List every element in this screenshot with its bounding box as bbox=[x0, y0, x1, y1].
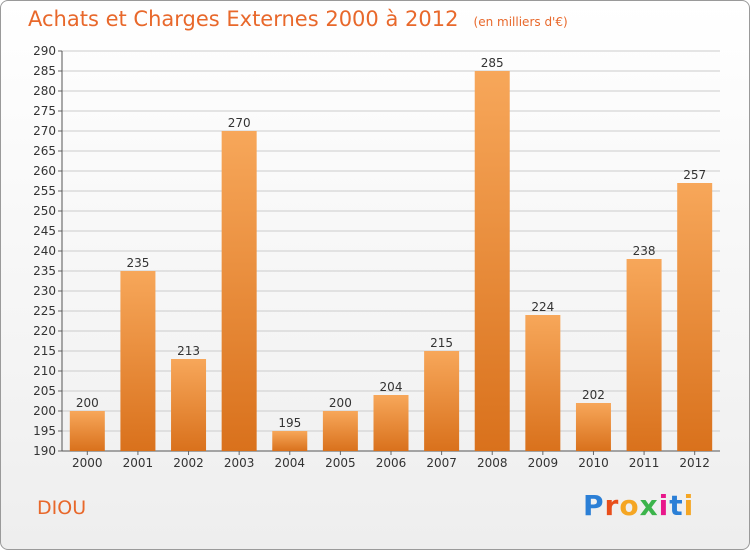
data-label: 235 bbox=[126, 256, 149, 270]
bar bbox=[120, 271, 156, 451]
data-label: 200 bbox=[76, 396, 99, 410]
chart-title: Achats et Charges Externes 2000 à 2012 (… bbox=[28, 7, 568, 31]
logo-letter: o bbox=[619, 489, 640, 522]
x-tick-label: 2011 bbox=[629, 456, 660, 470]
data-label: 204 bbox=[380, 380, 403, 394]
data-label: 224 bbox=[531, 300, 554, 314]
y-tick-label: 190 bbox=[33, 444, 56, 458]
x-tick-label: 2008 bbox=[477, 456, 508, 470]
logo-letter: t bbox=[669, 489, 684, 522]
x-tick-label: 2006 bbox=[376, 456, 407, 470]
y-tick-label: 290 bbox=[33, 44, 56, 58]
y-tick-label: 225 bbox=[33, 304, 56, 318]
y-tick-label: 205 bbox=[33, 384, 56, 398]
data-labels: 200 235 213 270 195 200 204 215 285 224 202 238 257 bbox=[76, 56, 706, 430]
y-tick-label: 250 bbox=[33, 204, 56, 218]
proxiti-logo: Proxiti bbox=[583, 489, 694, 522]
y-tick-label: 245 bbox=[33, 224, 56, 238]
logo-letter: P bbox=[583, 489, 605, 522]
bar bbox=[474, 71, 510, 451]
x-tick-labels: 2000 2001 2002 2003 2004 2005 2006 2007 2008 2009… bbox=[72, 456, 710, 470]
x-tick-label: 2007 bbox=[426, 456, 457, 470]
logo-letter: x bbox=[639, 489, 659, 522]
bar bbox=[373, 395, 409, 451]
x-tick-label: 2004 bbox=[274, 456, 305, 470]
logo-letter: i bbox=[683, 489, 695, 522]
bar bbox=[424, 351, 460, 451]
data-label: 257 bbox=[683, 168, 706, 182]
axes bbox=[58, 50, 720, 455]
data-label: 285 bbox=[481, 56, 504, 70]
y-tick-label: 220 bbox=[33, 324, 56, 338]
y-tick-label: 200 bbox=[33, 404, 56, 418]
data-label: 238 bbox=[633, 244, 656, 258]
data-label: 215 bbox=[430, 336, 453, 350]
logo-letter: i bbox=[658, 489, 670, 522]
y-tick-label: 270 bbox=[33, 124, 56, 138]
bar bbox=[575, 403, 611, 451]
data-label: 195 bbox=[278, 416, 301, 430]
y-tick-label: 265 bbox=[33, 144, 56, 158]
y-tick-label: 260 bbox=[33, 164, 56, 178]
y-tick-label: 280 bbox=[33, 84, 56, 98]
commune-name: DIOU bbox=[37, 497, 87, 519]
y-tick-label: 235 bbox=[33, 264, 56, 278]
bar bbox=[525, 315, 561, 451]
x-tick-label: 2009 bbox=[528, 456, 559, 470]
x-tick-label: 2002 bbox=[173, 456, 204, 470]
y-tick-label: 285 bbox=[33, 64, 56, 78]
chart-unit-label: (en milliers d'€) bbox=[473, 15, 568, 29]
x-tick-label: 2010 bbox=[578, 456, 609, 470]
x-tick-label: 2001 bbox=[123, 456, 154, 470]
y-tick-label: 275 bbox=[33, 104, 56, 118]
y-tick-label: 240 bbox=[33, 244, 56, 258]
y-tick-label: 215 bbox=[33, 344, 56, 358]
bar bbox=[677, 183, 713, 451]
x-tick-label: 2012 bbox=[679, 456, 710, 470]
data-label: 213 bbox=[177, 344, 200, 358]
data-label: 200 bbox=[329, 396, 352, 410]
data-label: 202 bbox=[582, 388, 605, 402]
x-tick-label: 2005 bbox=[325, 456, 356, 470]
bars bbox=[69, 71, 713, 451]
x-tick-label: 2000 bbox=[72, 456, 103, 470]
y-tick-label: 230 bbox=[33, 284, 56, 298]
data-label: 270 bbox=[228, 116, 251, 130]
bar bbox=[322, 411, 358, 451]
bar bbox=[171, 359, 207, 451]
bar bbox=[272, 431, 308, 451]
y-tick-label: 255 bbox=[33, 184, 56, 198]
logo-letter: r bbox=[604, 489, 620, 522]
y-tick-label: 195 bbox=[33, 424, 56, 438]
chart-title-main: Achats et Charges Externes 2000 à 2012 bbox=[28, 7, 459, 31]
x-tick-label: 2003 bbox=[224, 456, 255, 470]
bar bbox=[69, 411, 105, 451]
bar bbox=[221, 131, 257, 451]
bar bbox=[626, 259, 662, 451]
y-tick-labels: 190 195 200 205 210 215 220 225 230 235 240 245 250 2… bbox=[33, 44, 56, 458]
y-tick-label: 210 bbox=[33, 364, 56, 378]
